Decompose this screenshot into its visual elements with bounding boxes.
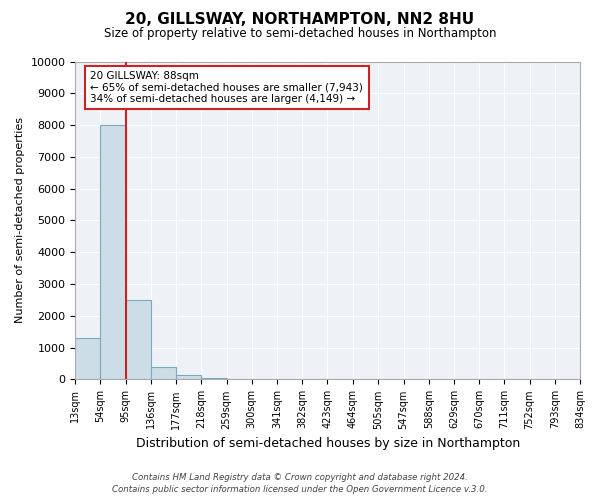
Y-axis label: Number of semi-detached properties: Number of semi-detached properties — [15, 118, 25, 324]
Bar — [100, 125, 125, 380]
X-axis label: Distribution of semi-detached houses by size in Northampton: Distribution of semi-detached houses by … — [136, 437, 520, 450]
Bar — [176, 374, 202, 380]
Text: Size of property relative to semi-detached houses in Northampton: Size of property relative to semi-detach… — [104, 28, 496, 40]
Bar — [202, 378, 227, 380]
Bar — [151, 366, 176, 380]
Text: 20, GILLSWAY, NORTHAMPTON, NN2 8HU: 20, GILLSWAY, NORTHAMPTON, NN2 8HU — [125, 12, 475, 28]
Bar — [125, 300, 151, 380]
Text: 20 GILLSWAY: 88sqm
← 65% of semi-detached houses are smaller (7,943)
34% of semi: 20 GILLSWAY: 88sqm ← 65% of semi-detache… — [91, 71, 363, 104]
Bar — [227, 379, 252, 380]
Text: Contains HM Land Registry data © Crown copyright and database right 2024.
Contai: Contains HM Land Registry data © Crown c… — [112, 472, 488, 494]
Bar — [75, 338, 100, 380]
